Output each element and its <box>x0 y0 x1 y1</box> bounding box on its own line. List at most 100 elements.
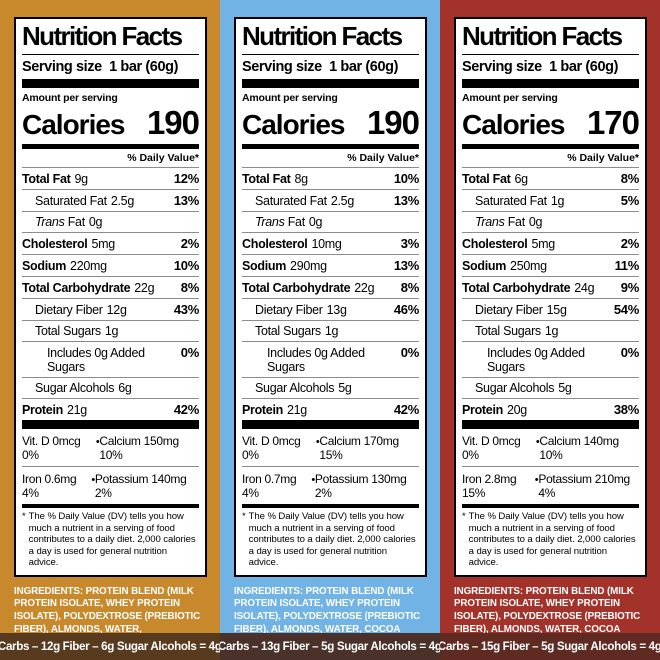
nutrient-daily-value: 8% <box>620 171 640 186</box>
nutrient-name: Sugar Alcohols <box>255 381 334 395</box>
nutrient-row: Trans Fat 0g <box>22 211 199 232</box>
nutrient-name: Cholesterol <box>462 237 528 251</box>
serving-size-line: Serving size 1 bar (60g) <box>242 55 419 79</box>
nutrient-row: Total Fat 8g 10% <box>242 167 419 189</box>
divider-bar <box>22 79 199 88</box>
nutrient-row: Total Carbohydrate 24g 9% <box>462 276 639 298</box>
calories-value: 190 <box>366 104 420 141</box>
nutrient-name-text: Cholesterol <box>462 237 528 251</box>
bullet-separator: • <box>534 473 539 486</box>
vitamin-right: Calcium 170mg 15% <box>319 433 399 462</box>
footnote-text: The % Daily Value (DV) tells you how muc… <box>468 511 636 568</box>
nutrient-row: Total Fat 6g 8% <box>462 167 639 189</box>
divider-bar <box>22 420 199 429</box>
vitamin-left: Iron 0.7mg 4% <box>242 471 297 500</box>
nutrient-name: Protein <box>22 403 63 417</box>
nutrient-name: Saturated Fat <box>255 194 327 208</box>
panel-cookies-cream: Nutrition Facts Serving size 1 bar (60g)… <box>220 0 440 660</box>
nutrient-name-text: Dietary Fiber <box>475 303 543 317</box>
footnote-text: The % Daily Value (DV) tells you how muc… <box>28 511 196 568</box>
divider-bar <box>242 79 419 88</box>
nutrient-name: Trans Fat <box>255 215 305 229</box>
nutrient-daily-value: 2% <box>620 236 640 251</box>
nutrient-name: Protein <box>462 403 503 417</box>
serving-size-line: Serving size 1 bar (60g) <box>22 55 199 79</box>
vitamin-row: Vit. D 0mcg 0% • Calcium 140mg 10% <box>462 429 639 466</box>
vitamin-right: Potassium 130mg 2% <box>314 471 407 500</box>
calories-value: 170 <box>586 104 640 141</box>
nutrient-daily-value: 3% <box>400 236 420 251</box>
nutrient-amount: 9g <box>74 172 88 186</box>
nutrient-name-text: Total Fat <box>22 172 71 186</box>
nutrient-amount: 1g <box>544 324 559 338</box>
nutrient-rows: Total Fat 8g 10% Saturated Fat 2.5g 13% … <box>242 167 419 420</box>
nutrient-daily-value: 42% <box>173 402 199 417</box>
serving-size-label: Serving size <box>242 59 322 75</box>
nutrient-row: Dietary Fiber 13g 46% <box>242 298 419 320</box>
nutrient-row: Total Sugars 1g <box>22 320 199 341</box>
vitamin-left: Vit. D 0mcg 0% <box>462 433 521 462</box>
nutrient-name: Total Fat <box>242 172 291 186</box>
nutrient-name: Total Carbohydrate <box>22 281 131 295</box>
nutrient-amount: 8g <box>294 172 308 186</box>
calories-row: Calories 170 <box>462 104 640 142</box>
nutrient-amount: 0g <box>528 215 543 229</box>
vitamin-right: Calcium 150mg 10% <box>99 433 179 462</box>
nutrition-facts-label: Nutrition Facts Serving size 1 bar (60g)… <box>14 17 207 577</box>
nutrient-name: Total Sugars <box>35 324 101 338</box>
nutrient-amount: 0g <box>308 215 323 229</box>
nutrient-name-italic: Trans <box>35 215 65 229</box>
vitamin-row: Vit. D 0mcg 0% • Calcium 150mg 10% <box>22 429 199 466</box>
nutrient-amount: 1g <box>104 324 119 338</box>
vitamin-row: Iron 0.6mg 4% • Potassium 140mg 2% <box>22 466 199 504</box>
nutrient-row: Total Carbohydrate 22g 8% <box>242 276 419 298</box>
calories-label: Calories <box>22 109 125 140</box>
vitamin-row: Iron 2.8mg 15% • Potassium 210mg 4% <box>462 466 639 504</box>
nutrient-name: Sodium <box>242 259 286 273</box>
nutrient-amount: 24g <box>574 281 595 295</box>
serving-size-value: 1 bar (60g) <box>109 59 179 75</box>
daily-value-header: % Daily Value* <box>567 152 639 164</box>
nutrient-amount: 5g <box>338 381 352 395</box>
divider-bar <box>242 144 419 149</box>
nutrient-name: Saturated Fat <box>475 194 547 208</box>
nutrient-row: Cholesterol 10mg 3% <box>242 232 419 254</box>
nutrient-name: Total Sugars <box>475 324 541 338</box>
panel-fudge-brownie: Nutrition Facts Serving size 1 bar (60g)… <box>440 0 660 660</box>
nutrient-name-text: Includes 0g Added Sugars <box>267 346 365 374</box>
bullet-separator: • <box>311 473 315 486</box>
serving-size-label: Serving size <box>462 59 542 75</box>
nutrient-amount: 15g <box>546 303 567 317</box>
vitamin-left: Iron 0.6mg 4% <box>22 471 77 500</box>
nutrient-amount: 22g <box>354 281 375 295</box>
nutrition-facts-title: Nutrition Facts <box>462 21 639 55</box>
serving-size-line: Serving size 1 bar (60g) <box>462 55 639 79</box>
nutrient-daily-value: 5% <box>620 193 640 208</box>
bullet-separator: • <box>315 435 320 448</box>
nutrient-amount: 250mg <box>510 259 547 273</box>
nutrient-daily-value: 0% <box>400 345 420 360</box>
nutrient-name: Cholesterol <box>242 237 308 251</box>
nutrient-row: Dietary Fiber 12g 43% <box>22 298 199 320</box>
calories-value: 190 <box>146 104 200 141</box>
nutrient-amount: 22g <box>134 281 155 295</box>
nutrient-amount: 1g <box>324 324 339 338</box>
nutrient-row: Saturated Fat 2.5g 13% <box>242 189 419 211</box>
nutrient-row: Sodium 220mg 10% <box>22 254 199 276</box>
nutrient-name: Total Carbohydrate <box>242 281 351 295</box>
ingredients-label: INGREDIENTS: <box>234 585 304 597</box>
nutrient-amount: 1g <box>550 194 565 208</box>
nutrient-row: Saturated Fat 2.5g 13% <box>22 189 199 211</box>
nutrient-daily-value: 0% <box>180 345 200 360</box>
serving-size-value: 1 bar (60g) <box>549 59 619 75</box>
divider-bar <box>462 504 639 508</box>
calories-row: Calories 190 <box>242 104 420 142</box>
nutrient-name: Protein <box>242 403 283 417</box>
daily-value-footnote: * The % Daily Value (DV) tells you how m… <box>22 508 199 570</box>
nutrient-name-text: Protein <box>22 403 63 417</box>
nutrient-amount: 21g <box>66 403 87 417</box>
nutrient-name-text: Total Carbohydrate <box>22 281 131 295</box>
nutrient-name-text: Protein <box>242 403 283 417</box>
nutrient-name-text: Fat <box>64 215 85 229</box>
nutrient-amount: 20g <box>506 403 527 417</box>
